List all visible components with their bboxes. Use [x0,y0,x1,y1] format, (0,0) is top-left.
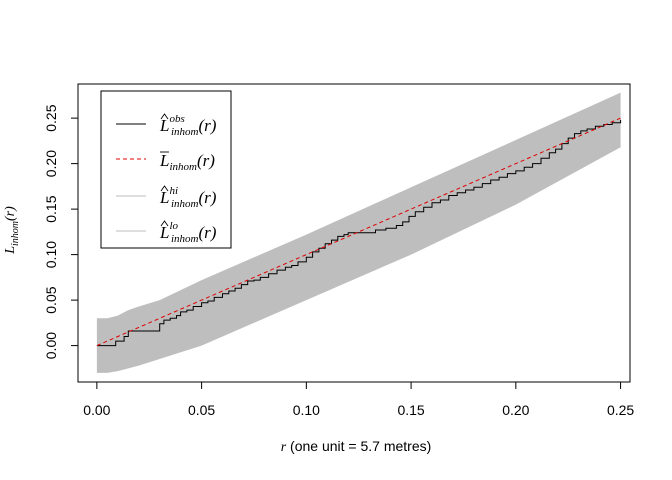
series-obs-line [96,119,622,347]
y-tick-label: 0.20 [43,150,59,177]
x-axis-title: r (one unit = 5.7 metres) [281,438,432,455]
y-tick-label: 0.00 [43,332,59,359]
legend-entry: Lobs inhom(r) [116,113,217,138]
x-tick-label: 0.25 [607,402,634,418]
legend-label: Lhi inhom(r) [159,185,217,210]
y-axis-title: Linhom(r) [3,206,21,255]
legend: Lobs inhom(r) Linhom(r) Lhi inhom(r) Llo inhom… [100,90,232,249]
legend-box [100,90,232,249]
x-tick-label: 0.20 [502,402,529,418]
y-tick-label: 0.25 [43,104,59,131]
legend-label: Lobs inhom(r) [159,113,217,138]
x-tick-label: 0.00 [83,402,110,418]
x-tick-label: 0.15 [397,402,424,418]
x-tick-label: 0.05 [188,402,215,418]
legend-entry: Llo inhom(r) [116,220,217,245]
legend-entry: Lhi inhom(r) [116,185,217,210]
y-tick-label: 0.15 [43,195,59,222]
legend-label: Llo inhom(r) [159,220,217,245]
y-tick-label: 0.10 [43,241,59,268]
hat-accent [160,113,169,120]
hat-accent [160,185,169,192]
y-axis: 0.00 0.05 0.10 0.15 0.20 0.25 [43,104,79,359]
legend-label: Linhom(r) [159,151,215,173]
hat-accent [160,220,169,227]
series-layer [96,117,622,347]
y-tick-label: 0.05 [43,286,59,313]
x-tick-label: 0.10 [293,402,320,418]
x-axis: 0.00 0.05 0.10 0.15 0.20 0.25 [83,381,634,418]
legend-entry: Linhom(r) [116,151,215,173]
